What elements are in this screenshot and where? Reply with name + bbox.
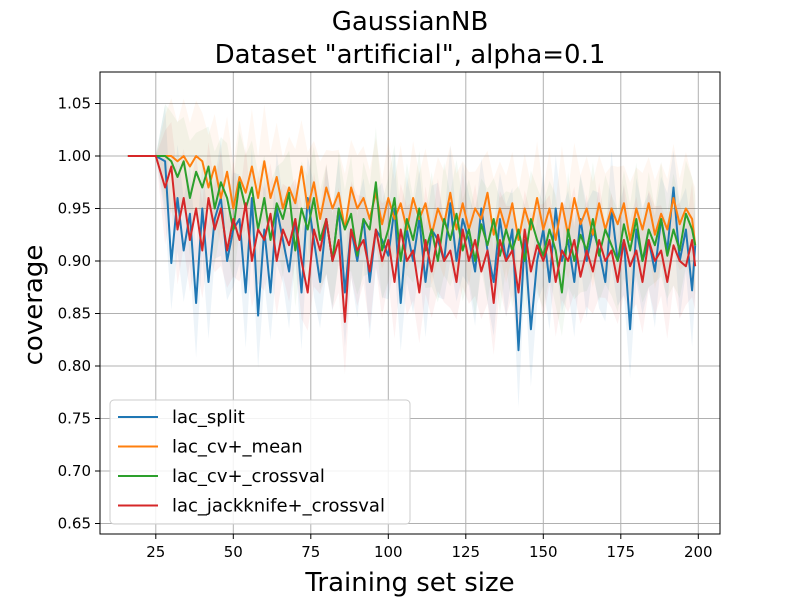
plot-frame xyxy=(99,71,721,535)
chart-subtitle: Dataset "artificial", alpha=0.1 xyxy=(215,40,606,70)
series-line-lac_split xyxy=(127,155,697,352)
legend-box xyxy=(109,399,411,525)
y-tick-label: 0.65 xyxy=(58,515,91,533)
legend-label: lac_split xyxy=(172,407,245,428)
series-line-lac_cv+_crossval xyxy=(127,155,697,294)
y-axis-label: coverage xyxy=(19,245,49,366)
legend-label: lac_cv+_crossval xyxy=(172,466,325,487)
y-tick-label: 0.85 xyxy=(58,305,91,323)
x-tick-label: 125 xyxy=(451,543,480,561)
series-band-lac_cv+_mean xyxy=(127,98,696,303)
axes-layer xyxy=(99,71,721,535)
x-tick-label: 200 xyxy=(684,543,713,561)
y-tick-label: 0.90 xyxy=(58,252,91,270)
y-tick-label: 0.70 xyxy=(58,462,91,480)
x-tick-label: 75 xyxy=(301,543,320,561)
y-tick-label: 0.75 xyxy=(58,410,91,428)
y-tick-label: 0.95 xyxy=(58,200,91,218)
y-tick-label: 1.05 xyxy=(58,95,91,113)
series-layer xyxy=(127,155,697,352)
x-tick-label: 25 xyxy=(146,543,165,561)
legend: lac_split lac_cv+_mean lac_cv+_crossvallac… xyxy=(109,399,411,525)
tick-layer: 25 50 75 100 125 150 175 200 0.65 0.70 0.75 0.80 0.8… xyxy=(58,95,713,562)
legend-label: lac_cv+_mean xyxy=(172,437,303,458)
chart-title: GaussianNB xyxy=(332,7,489,37)
x-tick-label: 150 xyxy=(529,543,558,561)
x-tick-label: 100 xyxy=(374,543,403,561)
x-tick-label: 175 xyxy=(606,543,635,561)
y-tick-label: 0.80 xyxy=(58,357,91,375)
series-line-lac_jackknife+_crossval xyxy=(127,155,697,323)
x-tick-label: 50 xyxy=(224,543,243,561)
x-axis-label: Training set size xyxy=(304,568,514,598)
legend-label: lac_jackknife+_crossval xyxy=(172,496,385,517)
series-line-lac_cv+_mean xyxy=(127,155,697,246)
y-tick-label: 1.00 xyxy=(58,147,91,165)
